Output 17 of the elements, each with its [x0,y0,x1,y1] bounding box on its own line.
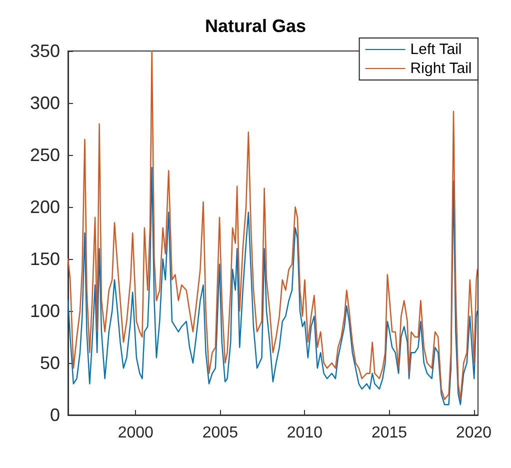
y-tick-label: 250 [30,145,60,165]
legend-label: Left Tail [410,41,462,58]
line-series [67,166,478,406]
y-tick-label: 150 [30,249,60,269]
x-tick-label: 2015 [371,424,408,442]
y-tick-label: 50 [40,353,60,373]
x-tick-label: 2000 [118,424,154,442]
y-tick-label: 200 [30,197,60,217]
chart-title: Natural Gas [204,16,306,36]
y-tick-label: 300 [30,93,60,113]
legend-label: Right Tail [410,60,472,77]
y-tick-label: 0 [50,405,60,425]
x-tick-label: 2020 [456,424,492,442]
y-tick-label: 350 [30,41,60,61]
x-tick-label: 2005 [202,424,238,442]
x-tick-label: 2010 [286,424,323,442]
y-tick-label: 100 [30,301,60,321]
